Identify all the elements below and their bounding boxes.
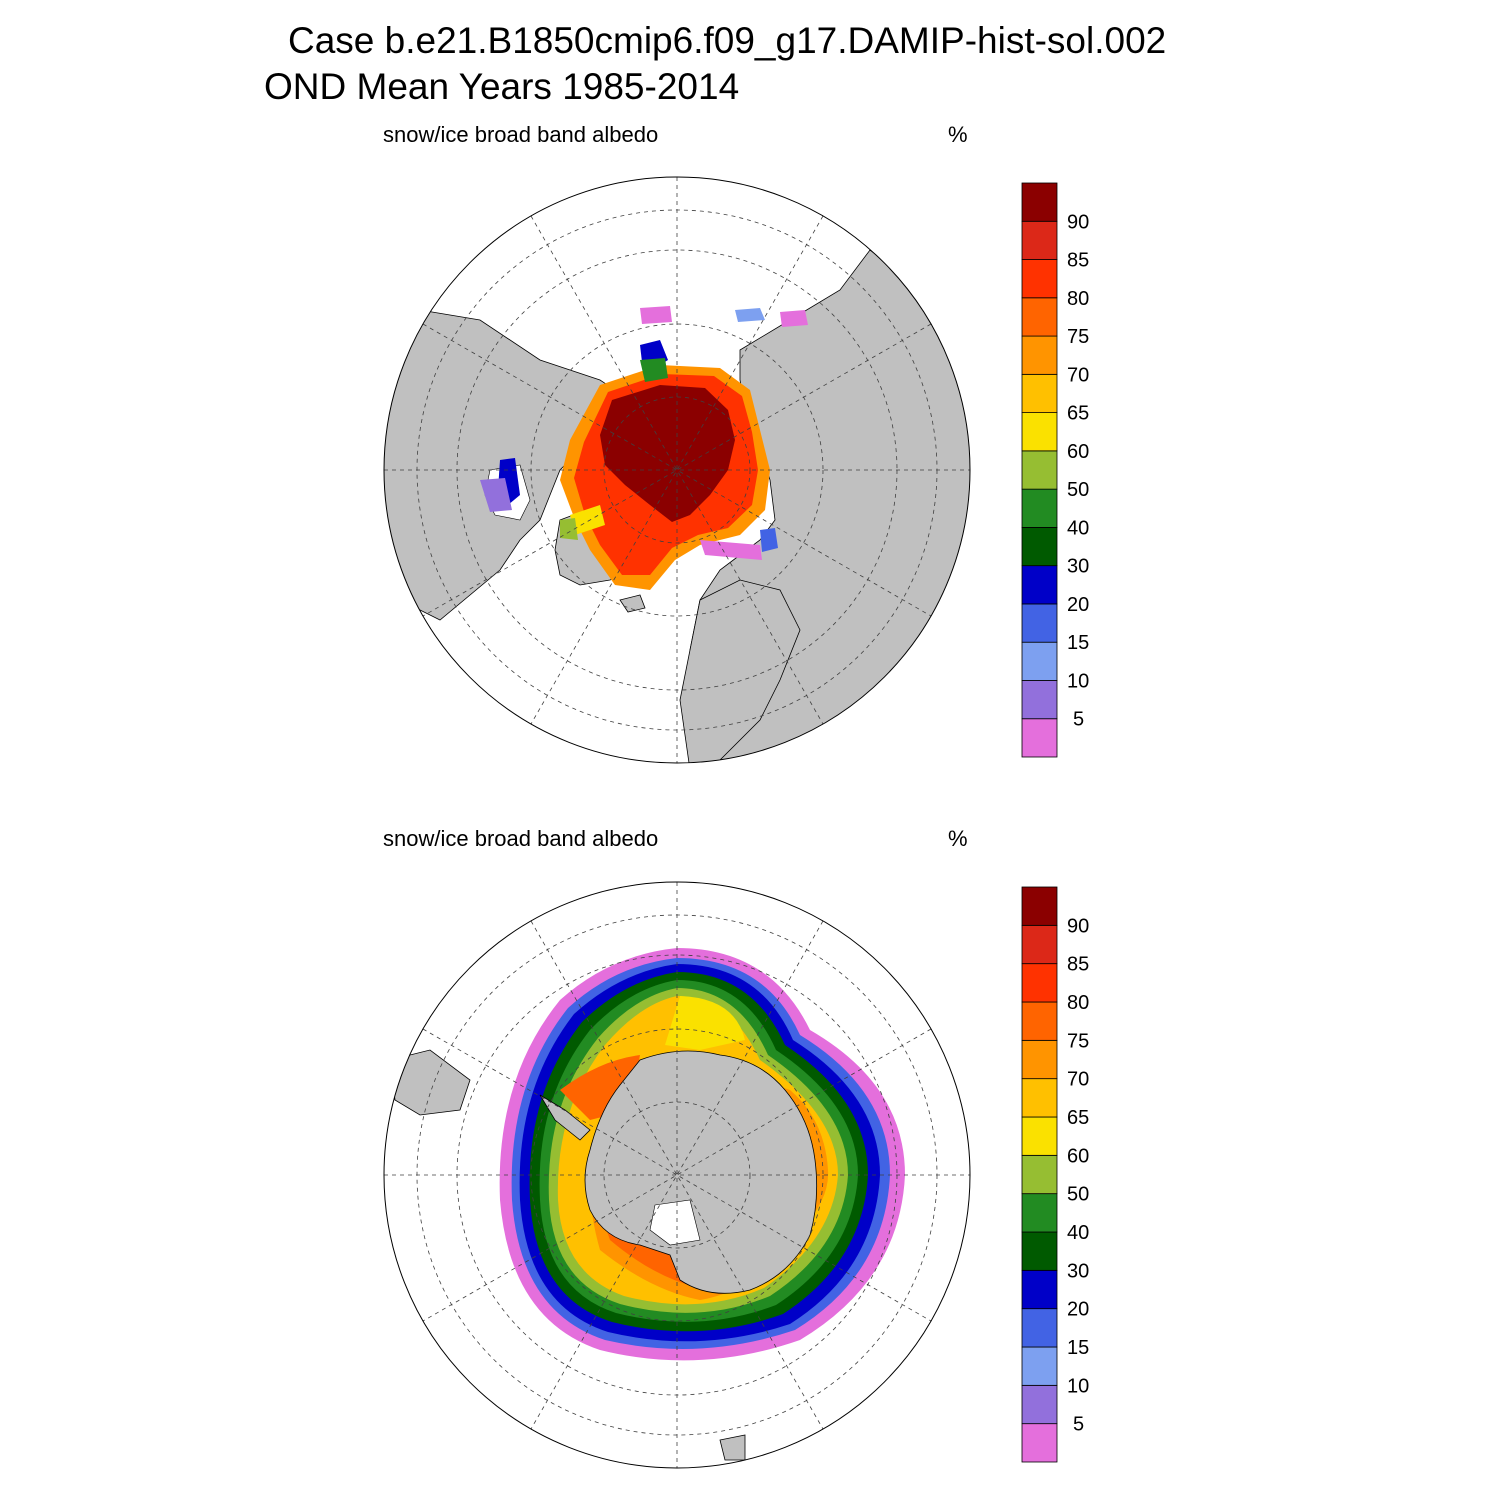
colorbar-south-swatch-0: [1021, 1423, 1058, 1463]
colorbar-south-swatch-11: [1021, 1001, 1058, 1041]
colorbar-south-swatch-8: [1021, 1116, 1058, 1156]
colorbar-south-tick-label: 85: [1067, 954, 1089, 976]
colorbar-north-swatch-8: [1021, 412, 1058, 452]
units-label-north: %: [948, 122, 968, 147]
colorbar-south-tick-label: 20: [1067, 1299, 1089, 1321]
colorbar-south-tick-label: 40: [1067, 1222, 1089, 1244]
colorbar-north-tick-label: 60: [1067, 441, 1089, 463]
colorbar-north-swatch-1: [1021, 680, 1058, 720]
colorbar-south-swatch-10: [1021, 1039, 1058, 1080]
north-sea-ice: [480, 306, 808, 590]
colorbar-north-tick-label: 15: [1067, 632, 1089, 654]
colorbar-north-swatch-3: [1021, 603, 1058, 643]
colorbar-south-swatch-9: [1021, 1078, 1058, 1118]
colorbar-south-tick-label: 30: [1067, 1260, 1089, 1282]
colorbar-north-tick-label: 5: [1073, 709, 1084, 731]
colorbar-north-tick-label: 40: [1067, 517, 1089, 539]
north-map-border: [383, 176, 971, 764]
main-title-line2: OND Mean Years 1985-2014: [264, 66, 740, 107]
colorbar-north-tick-label: 75: [1067, 326, 1089, 348]
colorbar-north-tick-label: 30: [1067, 556, 1089, 578]
colorbar-north-tick-label: 10: [1067, 670, 1089, 692]
main-title-line1: Case b.e21.B1850cmip6.f09_g17.DAMIP-hist…: [288, 20, 1167, 61]
colorbar-south-tick-label: 60: [1067, 1145, 1089, 1167]
colorbar-north-swatch-2: [1021, 641, 1058, 681]
colorbar-south-swatch-12: [1021, 963, 1058, 1003]
colorbar-north-tick-label: 65: [1067, 403, 1089, 425]
colorbar-south-tick-label: 10: [1067, 1375, 1089, 1397]
colorbar-north-tick-label: 20: [1067, 594, 1089, 616]
colorbar-south-swatch-2: [1021, 1346, 1058, 1386]
colorbar-north-swatch-12: [1021, 259, 1058, 299]
south-map-border: [383, 881, 971, 1469]
panel-title-north: snow/ice broad band albedo: [383, 122, 659, 147]
colorbar-north-tick-label: 70: [1067, 364, 1089, 386]
south-polar-map: [383, 881, 971, 1469]
colorbar-north-swatch-6: [1021, 488, 1058, 528]
south-graticule: [384, 882, 970, 1468]
north-polar-map: [383, 176, 971, 764]
colorbar-south-swatch-13: [1021, 924, 1058, 965]
colorbar-north-tick-label: 90: [1067, 211, 1089, 233]
colorbar-north-swatch-5: [1021, 527, 1058, 567]
colorbar-north-swatch-10: [1021, 335, 1058, 375]
colorbar-south-tick-label: 80: [1067, 992, 1089, 1014]
south-land: [389, 1049, 818, 1461]
colorbar-north-swatch-0: [1021, 718, 1058, 758]
colorbar-south-swatch-4: [1021, 1269, 1058, 1310]
colorbar-south-swatch-1: [1021, 1384, 1058, 1425]
colorbar-south-swatch-14: [1021, 886, 1058, 926]
colorbar-south-swatch-5: [1021, 1231, 1058, 1271]
colorbar-north-swatch-7: [1021, 450, 1058, 490]
colorbar-south-tick-label: 5: [1073, 1414, 1084, 1436]
colorbar-south-tick-label: 70: [1067, 1069, 1089, 1091]
colorbar-north-swatch-9: [1021, 373, 1058, 414]
colorbar-south-tick-label: 65: [1067, 1107, 1089, 1129]
panel-title-south: snow/ice broad band albedo: [383, 826, 659, 851]
colorbar-north: 5 10 15 20 30 40 50 60 65 70 75 80 85 90: [1021, 182, 1089, 758]
colorbar-north-swatch-13: [1021, 220, 1058, 260]
colorbar-south-tick-label: 15: [1067, 1337, 1089, 1359]
colorbar-south-tick-label: 75: [1067, 1030, 1089, 1052]
colorbar-north-swatch-4: [1021, 565, 1058, 605]
north-graticule: [384, 177, 970, 763]
colorbar-south-swatch-6: [1021, 1193, 1058, 1233]
colorbar-north-tick-label: 50: [1067, 479, 1089, 501]
units-label-south: %: [948, 826, 968, 851]
colorbar-south-tick-label: 50: [1067, 1184, 1089, 1206]
colorbar-north-tick-label: 85: [1067, 250, 1089, 272]
colorbar-south: 5 10 15 20 30 40 50 60 65 70 75 80 85 90: [1021, 886, 1089, 1463]
colorbar-north-swatch-11: [1021, 297, 1058, 337]
colorbar-north-swatch-14: [1021, 182, 1058, 222]
colorbar-south-swatch-3: [1021, 1308, 1058, 1348]
colorbar-south-swatch-7: [1021, 1154, 1058, 1195]
colorbar-north-tick-label: 80: [1067, 288, 1089, 310]
colorbar-south-tick-label: 90: [1067, 915, 1089, 937]
